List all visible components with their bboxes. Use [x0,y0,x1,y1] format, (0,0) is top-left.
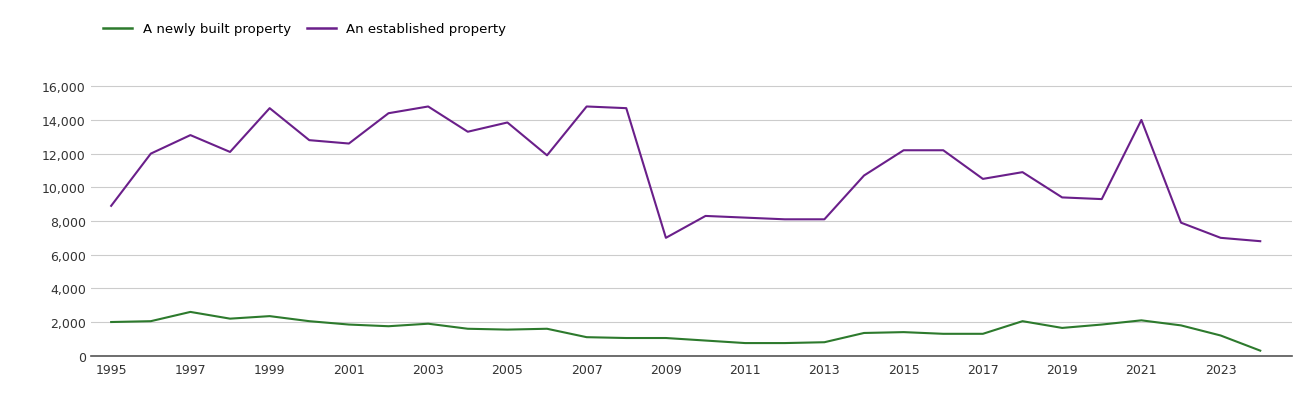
A newly built property [975,332,990,337]
An established property [539,153,555,158]
An established property [1253,239,1268,244]
A newly built property [1134,318,1150,323]
An established property [500,121,515,126]
An established property [1094,197,1109,202]
Legend: A newly built property, An established property: A newly built property, An established p… [98,18,512,42]
Line: A newly built property: A newly built property [111,312,1261,351]
An established property [341,142,356,147]
An established property [1054,196,1070,200]
An established property [856,174,872,179]
An established property [579,105,595,110]
A newly built property [183,310,198,315]
A newly built property [698,338,714,343]
A newly built property [381,324,397,329]
An established property [103,204,119,209]
An established property [817,217,833,222]
A newly built property [459,326,475,331]
A newly built property [420,321,436,326]
An established property [658,236,673,240]
A newly built property [1094,322,1109,327]
An established property [1212,236,1228,240]
An established property [698,214,714,219]
An established property [975,177,990,182]
A newly built property [658,336,673,341]
An established property [459,130,475,135]
An established property [1134,118,1150,123]
A newly built property [301,319,317,324]
An established property [895,148,911,153]
An established property [381,112,397,117]
A newly built property [1173,323,1189,328]
Line: An established property: An established property [111,107,1261,242]
An established property [1015,170,1031,175]
A newly built property [539,326,555,331]
A newly built property [262,314,278,319]
An established property [1173,221,1189,226]
A newly built property [895,330,911,335]
A newly built property [103,320,119,325]
A newly built property [619,336,634,341]
A newly built property [737,341,753,346]
An established property [619,106,634,111]
A newly built property [1054,326,1070,330]
An established property [262,106,278,111]
An established property [936,148,951,153]
A newly built property [936,332,951,337]
An established property [420,105,436,110]
A newly built property [817,340,833,345]
A newly built property [222,317,238,321]
A newly built property [776,341,792,346]
An established property [776,217,792,222]
A newly built property [500,327,515,332]
A newly built property [144,319,159,324]
A newly built property [1015,319,1031,324]
An established property [737,216,753,220]
An established property [301,138,317,143]
A newly built property [856,331,872,336]
A newly built property [1212,333,1228,338]
An established property [144,152,159,157]
A newly built property [1253,348,1268,353]
An established property [222,150,238,155]
A newly built property [341,322,356,327]
An established property [183,133,198,138]
A newly built property [579,335,595,340]
